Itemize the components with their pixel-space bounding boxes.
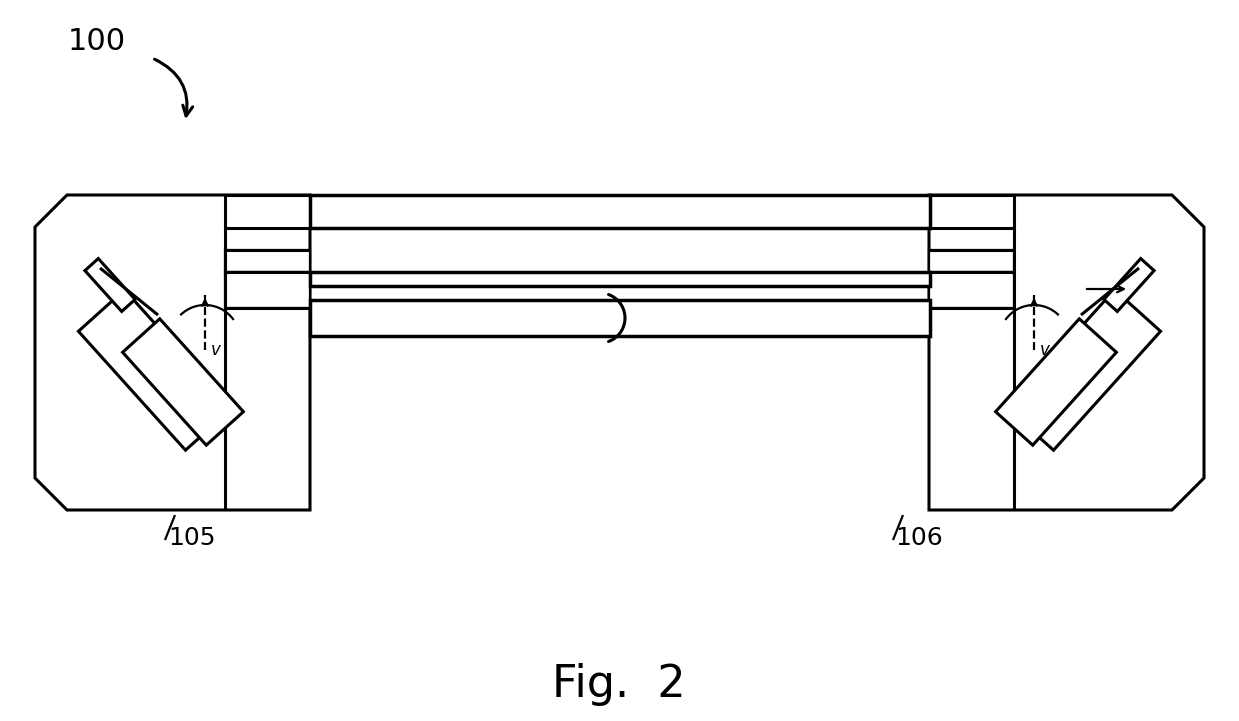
- Text: 105: 105: [169, 526, 216, 550]
- Polygon shape: [35, 195, 310, 510]
- Polygon shape: [310, 300, 930, 336]
- Polygon shape: [225, 250, 310, 272]
- Polygon shape: [310, 272, 930, 286]
- Polygon shape: [225, 195, 310, 228]
- Polygon shape: [996, 319, 1116, 445]
- Polygon shape: [929, 195, 1014, 228]
- Polygon shape: [85, 259, 135, 311]
- Text: 106: 106: [895, 526, 943, 550]
- Polygon shape: [1007, 290, 1161, 450]
- Text: v: v: [211, 341, 221, 359]
- Polygon shape: [78, 290, 232, 450]
- Polygon shape: [929, 250, 1014, 272]
- Text: Fig.  2: Fig. 2: [553, 663, 686, 707]
- Text: v: v: [1040, 341, 1049, 359]
- Polygon shape: [1104, 259, 1154, 311]
- Polygon shape: [929, 195, 1204, 510]
- Polygon shape: [310, 195, 930, 228]
- Polygon shape: [929, 272, 1014, 308]
- Text: 100: 100: [68, 27, 126, 56]
- Polygon shape: [225, 272, 310, 308]
- Polygon shape: [123, 319, 243, 445]
